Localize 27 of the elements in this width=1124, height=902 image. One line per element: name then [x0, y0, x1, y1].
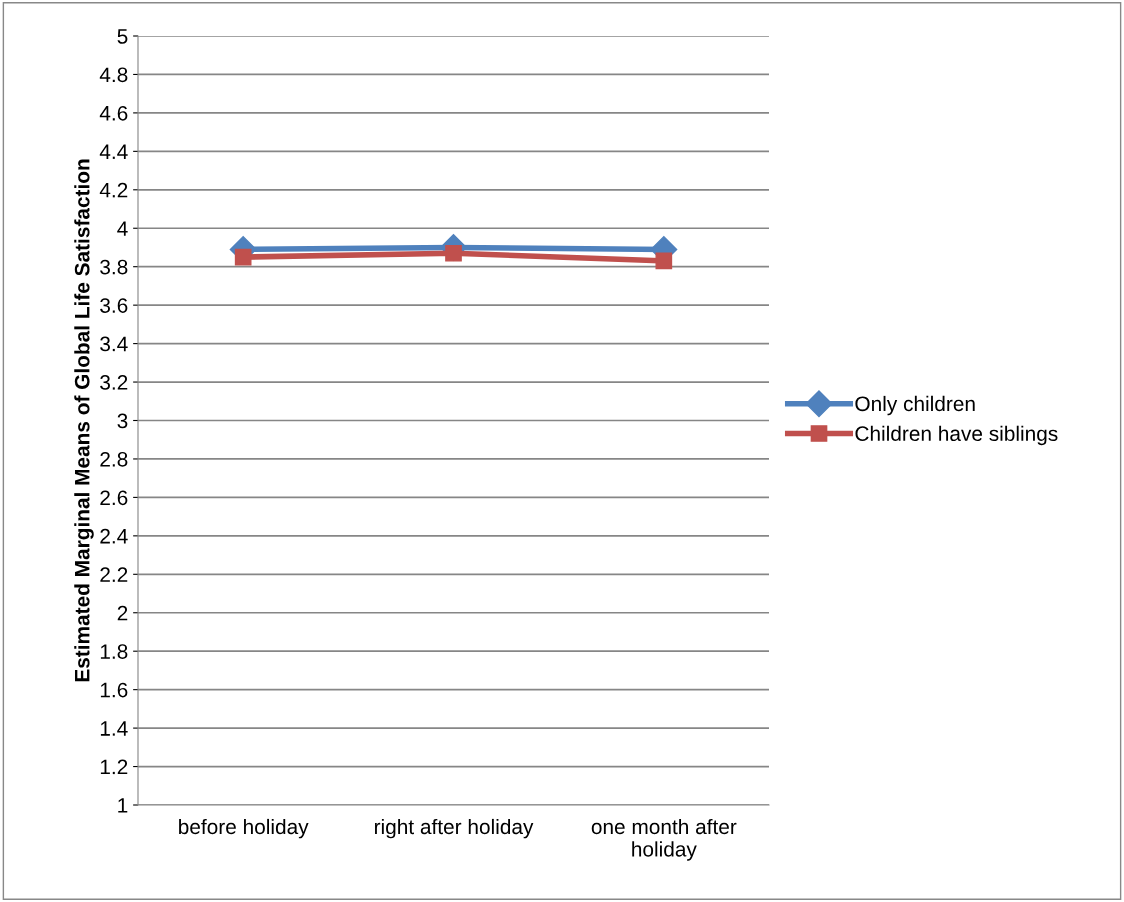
x-tick-label: before holiday [179, 818, 309, 839]
y-tick-label: 3.2 [100, 375, 128, 390]
x-tick-label: right after holiday [374, 818, 534, 839]
legend-label: Only children [855, 395, 975, 416]
y-tick-label: 4.8 [99, 67, 128, 83]
y-tick-label: 4.4 [99, 144, 128, 159]
y-tick-label: 2.2 [100, 567, 128, 582]
y-tick-label: 4.2 [99, 182, 128, 198]
y-axis-title: Estimated Marginal Means of Global Life Satisfaction [74, 159, 94, 682]
y-tick-label: 5 [117, 29, 128, 44]
y-tick-label: 3.8 [100, 259, 128, 275]
y-tick-label: 1.6 [100, 682, 128, 698]
y-tick-label: 1.8 [100, 644, 128, 659]
y-tick-label: 2 [117, 605, 128, 621]
y-tick-label: 3 [117, 413, 128, 429]
y-tick-label: 1.2 [100, 759, 128, 775]
y-tick-label: 2.6 [100, 490, 128, 506]
y-tick-label: 1.4 [100, 721, 128, 736]
y-tick-label: 2.8 [100, 451, 128, 467]
y-tick-label: 3.4 [100, 336, 128, 352]
y-tick-label: 1 [118, 798, 128, 813]
x-tick-label: one month after holiday [591, 818, 737, 861]
y-tick-label: 4.6 [99, 105, 128, 121]
y-tick-label: 3.6 [100, 298, 128, 313]
y-tick-label: 2.4 [100, 528, 128, 544]
legend-label: Children have siblings [855, 425, 1058, 446]
y-tick-label: 4 [117, 221, 128, 236]
